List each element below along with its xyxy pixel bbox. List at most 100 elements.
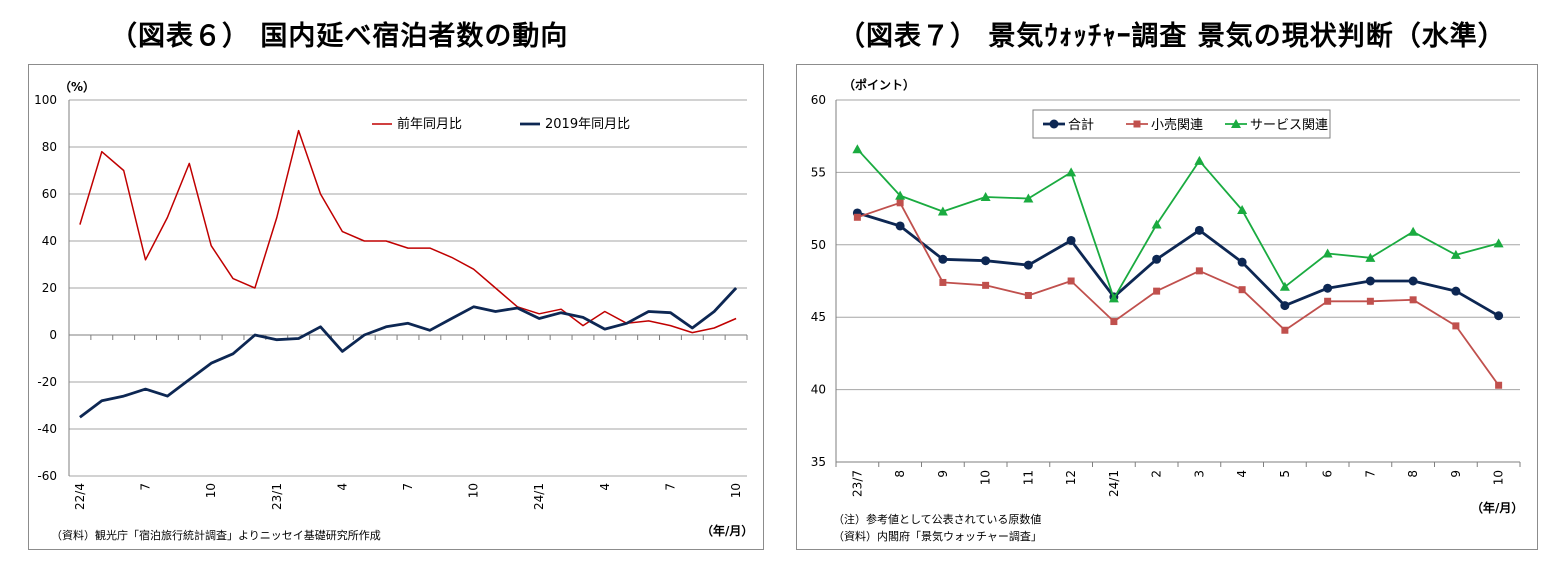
- right-x-tick-label: 24/1: [1107, 470, 1121, 497]
- right-series-2-marker: [939, 278, 947, 286]
- right-legend-label-3: サービス関連: [1250, 118, 1328, 133]
- right-x-tick-label: 9: [936, 470, 950, 478]
- right-x-tick-label: 3: [1192, 470, 1206, 478]
- right-series-3-marker: [1108, 293, 1119, 303]
- left-x-tick-label: 7: [139, 483, 153, 491]
- left-y-tick-label: -20: [37, 375, 57, 389]
- right-series-3-marker: [1023, 193, 1034, 203]
- right-series-3-marker: [1194, 155, 1205, 165]
- right-series-2-marker: [1238, 286, 1246, 294]
- right-series-1-marker: [1023, 260, 1033, 270]
- right-series-1-marker: [1451, 286, 1461, 296]
- right-series-1-marker: [1280, 301, 1290, 311]
- right-series-1-marker: [1365, 276, 1375, 286]
- right-series-1-marker: [1194, 225, 1204, 235]
- right-note-1: （注）参考値として公表されている原数値: [833, 512, 1041, 526]
- right-x-tick-label: 8: [893, 470, 907, 478]
- right-series-1-marker: [938, 254, 948, 264]
- left-series-line-2: [79, 287, 738, 419]
- right-note-2: （資料）内閣府「景気ウォッチャー調査」: [833, 529, 1042, 543]
- right-series-3-marker: [1151, 219, 1162, 229]
- right-series-2-marker: [1067, 277, 1075, 285]
- right-series-line-2: [857, 201, 1500, 386]
- right-x-tick-label: 9: [1449, 470, 1463, 478]
- right-series-1-marker: [1237, 257, 1247, 267]
- right-axis-suffix: （年/月）: [1471, 500, 1523, 515]
- right-series-2-marker: [1024, 291, 1032, 299]
- right-x-tick-label: 10: [979, 470, 993, 485]
- left-x-tick-label: 10: [467, 483, 481, 498]
- left-unit-label: （%）: [59, 79, 95, 94]
- left-legend-label-1: 前年同月比: [397, 116, 462, 132]
- right-series-1-marker: [1323, 283, 1333, 293]
- left-chart-svg: -60 -40 -20 0 20 40 60 80 100 22/4 7 10 23/1 4 7 10 24/1…: [34, 79, 753, 542]
- right-x-tick-label: 8: [1406, 470, 1420, 478]
- left-x-tick-label: 22/4: [73, 483, 87, 510]
- left-x-tick-label: 7: [401, 483, 415, 491]
- right-series-line-1: [856, 211, 1500, 318]
- right-series-2-marker: [1110, 318, 1118, 326]
- right-series-3-marker: [1066, 167, 1077, 177]
- right-series-3-marker: [980, 192, 991, 202]
- right-series-2-marker: [982, 281, 990, 289]
- right-legend-label-2: 小売関連: [1151, 117, 1203, 133]
- right-series-1-marker: [1152, 254, 1162, 264]
- right-x-tick-label: 10: [1492, 470, 1506, 485]
- left-chart-title: （図表６） 国内延べ宿泊者数の動向: [110, 21, 569, 52]
- right-series-3-marker: [1493, 238, 1504, 248]
- right-y-tick-label: 60: [811, 93, 826, 107]
- right-series-2-marker: [1153, 287, 1161, 295]
- left-y-tick-label: 100: [34, 93, 57, 107]
- right-chart-title: （図表７） 景気ｳｫｯﾁｬｰ調査 景気の現状判断（水準）: [838, 21, 1506, 52]
- right-series-3-marker: [852, 144, 863, 154]
- left-x-tick-label: 4: [598, 483, 612, 491]
- left-x-tick-label: 10: [729, 483, 743, 498]
- right-series-3-marker: [1450, 249, 1461, 259]
- right-series-line-3: [856, 148, 1499, 300]
- right-y-tick-label: 35: [811, 455, 826, 469]
- left-x-tick-label: 4: [335, 483, 349, 491]
- right-series-3-marker: [1279, 281, 1290, 291]
- right-x-tick-label: 7: [1363, 470, 1377, 478]
- right-series-3-marker: [1322, 248, 1333, 258]
- right-x-tick-label: 2: [1150, 470, 1164, 478]
- right-unit-label: （ポイント）: [843, 77, 915, 92]
- right-series-2-marker: [1495, 381, 1503, 389]
- right-y-tick-label: 45: [811, 310, 826, 324]
- left-x-tick-label: 7: [663, 483, 677, 491]
- left-y-tick-label: -40: [37, 422, 57, 436]
- left-x-tick-label: 23/1: [270, 483, 284, 510]
- left-legend-label-2: 2019年同月比: [545, 117, 630, 132]
- left-y-tick-label: 40: [42, 234, 57, 248]
- right-series-2-marker: [853, 213, 861, 221]
- right-x-tick-label: 12: [1064, 470, 1078, 485]
- left-axis-suffix: （年/月）: [701, 523, 753, 538]
- right-series-1-marker: [895, 221, 905, 231]
- left-source-note: （資料）観光庁「宿泊旅行統計調査」よりニッセイ基礎研究所作成: [51, 528, 381, 542]
- right-series-1-marker: [1494, 311, 1504, 321]
- right-x-tick-label: 4: [1235, 470, 1249, 478]
- left-y-tick-label: -60: [37, 469, 57, 483]
- left-series-line-1: [79, 129, 737, 334]
- right-legend-box: [1032, 109, 1331, 139]
- right-legend-label-1: 合計: [1068, 117, 1094, 133]
- right-series-3-marker: [1365, 252, 1376, 262]
- right-series-2-marker: [1366, 297, 1374, 305]
- right-series-2-marker: [1281, 326, 1289, 334]
- right-series-2-marker: [1409, 296, 1417, 304]
- right-series-1-marker: [981, 256, 991, 266]
- left-chart-frame: -60 -40 -20 0 20 40 60 80 100 22/4 7 10 23/1 4 7 10 24/1…: [28, 64, 764, 550]
- right-series-1-marker: [1408, 276, 1418, 286]
- right-legend-marker-1: [1049, 119, 1059, 129]
- right-y-tick-label: 40: [811, 383, 826, 397]
- right-series-2-marker: [1452, 322, 1460, 330]
- left-y-tick-label: 20: [42, 281, 57, 295]
- right-series-3-marker: [895, 190, 906, 200]
- right-y-tick-label: 55: [811, 165, 826, 179]
- right-series-2-marker: [896, 199, 904, 207]
- right-x-tick-label: 11: [1021, 470, 1035, 485]
- right-legend-marker-2: [1133, 120, 1141, 128]
- right-chart-frame: 35 40 45 50 55 60 23/7 8 9 10 11 12 24/1 2 3 4 5 6 7 8 9 10 合…: [796, 64, 1538, 550]
- left-x-tick-label: 10: [204, 483, 218, 498]
